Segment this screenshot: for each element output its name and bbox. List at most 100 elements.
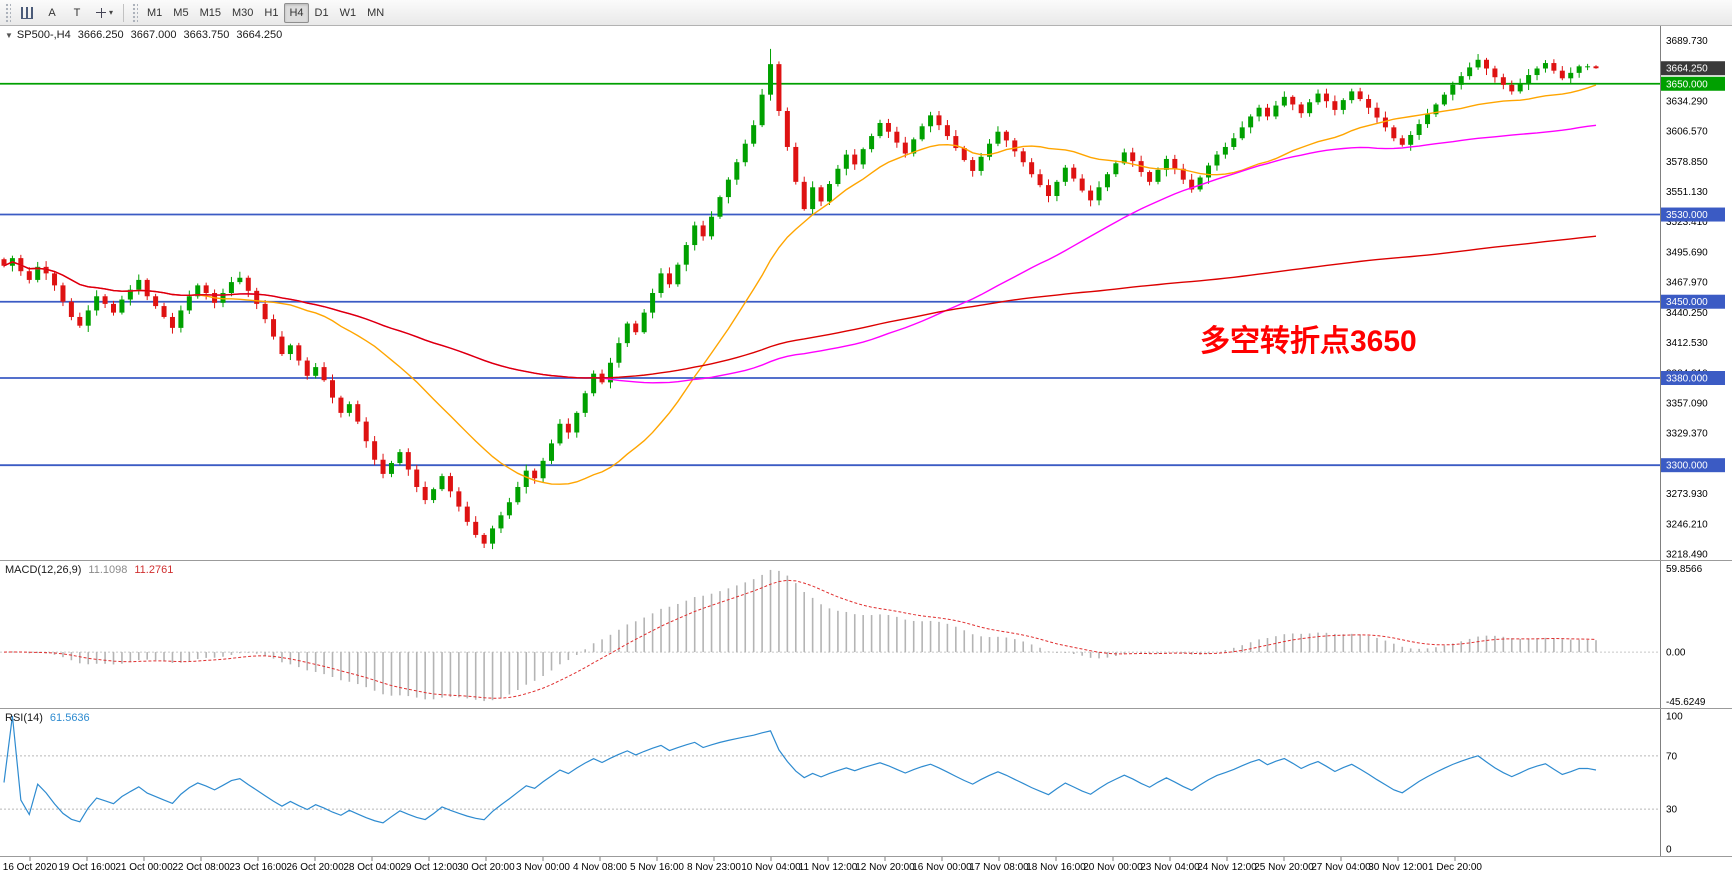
svg-text:3606.570: 3606.570 [1666, 127, 1708, 138]
macd-header: MACD(12,26,9) 11.1098 11.2761 [5, 564, 173, 576]
crosshair-tool-button[interactable]: ▾ [90, 3, 118, 23]
time-axis-label: 18 Nov 16:00 [1026, 862, 1086, 873]
bar-low-value: 3663.750 [183, 29, 230, 41]
time-axis-tick [998, 857, 1000, 861]
toolbar-grip[interactable] [5, 2, 11, 23]
svg-text:3634.290: 3634.290 [1666, 96, 1708, 107]
bar-close-value: 3664.250 [236, 29, 283, 41]
svg-text:3246.210: 3246.210 [1666, 519, 1708, 530]
time-axis-label: 24 Nov 12:00 [1197, 862, 1257, 873]
svg-text:3530.000: 3530.000 [1666, 210, 1708, 221]
toolbar-grip[interactable] [132, 2, 139, 23]
timeframe-m5-button[interactable]: M5 [168, 3, 193, 23]
svg-text:3440.250: 3440.250 [1666, 308, 1708, 319]
svg-text:59.8566: 59.8566 [1666, 564, 1703, 575]
bar-high-value: 3667.000 [130, 29, 177, 41]
time-axis-tick [428, 857, 430, 861]
svg-text:3495.690: 3495.690 [1666, 247, 1708, 258]
time-axis-label: 29 Oct 12:00 [400, 862, 458, 873]
time-axis-label: 8 Nov 23:00 [687, 862, 741, 873]
time-axis-tick [29, 857, 31, 861]
rsi-value: 61.5636 [49, 712, 90, 724]
svg-text:30: 30 [1666, 805, 1678, 816]
svg-text:100: 100 [1666, 712, 1683, 723]
time-axis[interactable]: 16 Oct 2020 19 Oct 16:00 21 Oct 00:00 22 Oc… [0, 856, 1732, 894]
time-axis-tick [656, 857, 658, 861]
time-axis-label: 30 Nov 12:00 [1368, 862, 1428, 873]
rsi-canvas[interactable]: 100 70 30 0 [0, 709, 1732, 856]
toolbar: A T ▾ M1 M5 M15 M30 H1 H4 D1 W1 MN [0, 0, 1732, 26]
macd-signal-value: 11.2761 [134, 564, 174, 576]
timeframe-h4-button[interactable]: H4 [284, 2, 309, 23]
svg-text:70: 70 [1666, 751, 1678, 762]
svg-text:3523.410: 3523.410 [1666, 217, 1708, 228]
font-tool-button[interactable]: A [40, 3, 64, 23]
time-axis-tick [599, 857, 601, 861]
time-axis-label: 28 Oct 04:00 [343, 862, 401, 873]
timeframe-m1-button[interactable]: M1 [142, 3, 167, 23]
svg-text:3467.970: 3467.970 [1666, 278, 1708, 289]
timeframe-d1-button[interactable]: D1 [310, 3, 334, 23]
time-axis-tick [257, 857, 259, 861]
time-axis-tick [827, 857, 829, 861]
macd-canvas[interactable]: 59.8566 0.00 -45.6249 [0, 561, 1732, 708]
time-axis-label: 23 Nov 04:00 [1140, 862, 1200, 873]
time-axis-label: 25 Nov 20:00 [1254, 862, 1314, 873]
macd-main-value: 11.1098 [88, 564, 128, 576]
timeframe-h1-button[interactable]: H1 [259, 3, 283, 23]
chart-icon [21, 6, 33, 19]
toolbar-separator [123, 3, 125, 22]
svg-text:3650.000: 3650.000 [1666, 79, 1708, 90]
timeframe-mn-button[interactable]: MN [362, 3, 389, 23]
svg-text:3664.250: 3664.250 [1666, 64, 1708, 75]
charts-bar-button[interactable] [15, 3, 39, 23]
time-axis-label: 10 Nov 04:00 [741, 862, 801, 873]
time-axis-label: 19 Oct 16:00 [58, 862, 116, 873]
text-tool-button[interactable]: T [65, 3, 89, 23]
macd-label: MACD(12,26,9) [5, 564, 82, 576]
rsi-header: RSI(14) 61.5636 [5, 712, 90, 724]
svg-text:3218.490: 3218.490 [1666, 550, 1708, 560]
time-axis-label: 21 Oct 00:00 [115, 862, 173, 873]
time-axis-label: 23 Oct 16:00 [229, 862, 287, 873]
macd-panel[interactable]: 59.8566 0.00 -45.6249 MACD(12,26,9) 11.1098… [0, 560, 1732, 708]
timeframe-group: M1 M5 M15 M30 H1 H4 D1 W1 MN [142, 2, 389, 23]
time-axis-tick [1283, 857, 1285, 861]
svg-text:3357.090: 3357.090 [1666, 398, 1708, 409]
time-axis-tick [200, 857, 202, 861]
time-axis-label: 22 Oct 08:00 [172, 862, 230, 873]
timeframe-w1-button[interactable]: W1 [335, 3, 362, 23]
time-axis-label: 16 Oct 2020 [2, 862, 58, 873]
crosshair-icon [95, 7, 107, 19]
time-axis-tick [1112, 857, 1114, 861]
time-axis-label: 27 Nov 04:00 [1311, 862, 1371, 873]
time-axis-tick [542, 857, 544, 861]
time-axis-label: 16 Nov 00:00 [912, 862, 972, 873]
svg-text:3412.530: 3412.530 [1666, 338, 1708, 349]
collapse-arrow-icon[interactable]: ▼ [5, 31, 13, 40]
time-axis-tick [1454, 857, 1456, 861]
chart-ohlc-header: ▼ SP500-,H4 3666.250 3667.000 3663.750 3664.2… [5, 29, 282, 41]
rsi-panel[interactable]: 100 70 30 0 RSI(14) 61.5636 [0, 708, 1732, 856]
main-chart-panel[interactable]: 3689.7303662.0103634.2903606.5703578.850… [0, 26, 1732, 560]
svg-text:3578.850: 3578.850 [1666, 157, 1708, 168]
time-axis-label: 4 Nov 08:00 [573, 862, 627, 873]
chart-text-annotation[interactable]: 多空转折点3650 [1200, 325, 1417, 358]
time-axis-tick [770, 857, 772, 861]
time-axis-label: 3 Nov 00:00 [516, 862, 570, 873]
time-axis-tick [86, 857, 88, 861]
time-axis-label: 1 Dec 20:00 [1428, 862, 1482, 873]
time-axis-label: 11 Nov 12:00 [798, 862, 858, 873]
chevron-down-icon: ▾ [109, 8, 114, 17]
timeframe-m30-button[interactable]: M30 [227, 3, 258, 23]
timeframe-m15-button[interactable]: M15 [195, 3, 226, 23]
bar-open-value: 3666.250 [77, 29, 124, 41]
time-axis-tick [1397, 857, 1399, 861]
svg-text:3689.730: 3689.730 [1666, 36, 1708, 47]
price-chart-canvas[interactable]: 3689.7303662.0103634.2903606.5703578.850… [0, 26, 1732, 560]
svg-text:3450.000: 3450.000 [1666, 297, 1708, 308]
time-axis-label: 20 Nov 00:00 [1083, 862, 1143, 873]
rsi-label: RSI(14) [5, 712, 43, 724]
time-axis-tick [941, 857, 943, 861]
